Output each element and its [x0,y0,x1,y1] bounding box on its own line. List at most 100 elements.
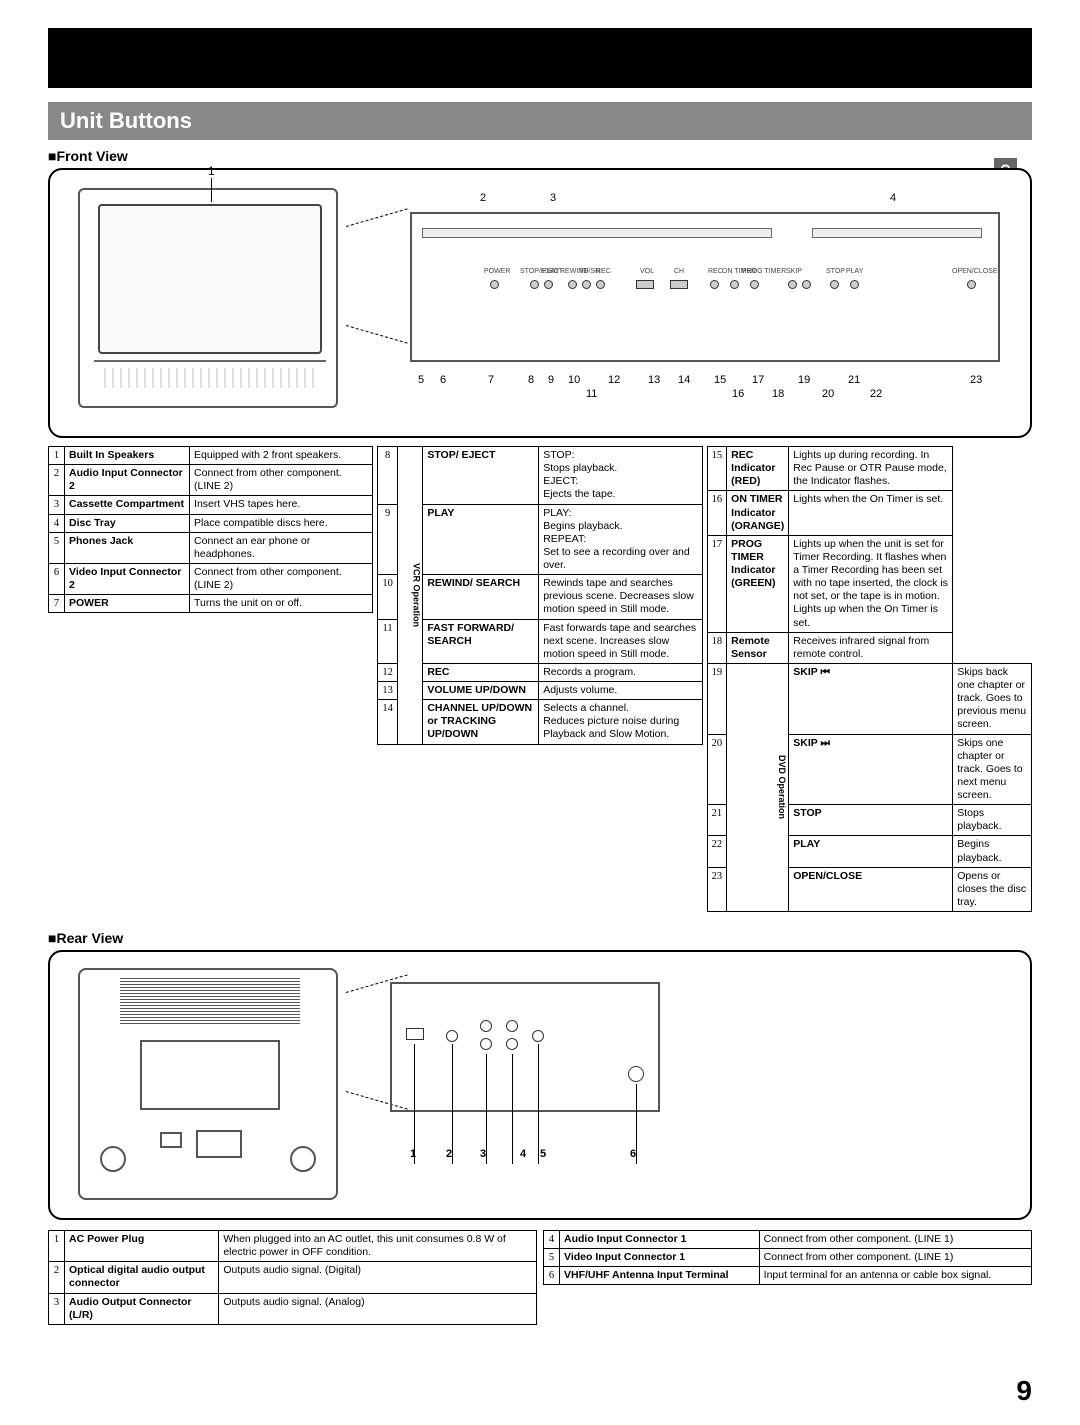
front-tables: 1 Built In Speakers Equipped with 2 fron… [48,446,1032,912]
table-num: 21 [707,805,727,836]
rear-heading: ■Rear View [48,930,1080,946]
table-desc: Connect from other component. (LINE 2) [190,563,373,594]
table-num: 17 [707,535,727,632]
callout: 1 [410,1148,416,1160]
table-desc: Skips back one chapter or track. Goes to… [953,663,1032,734]
front-table-left: 1 Built In Speakers Equipped with 2 fron… [48,446,373,613]
table-name: FAST FORWARD/ SEARCH [423,619,539,663]
panel-lbl: REC [596,268,611,275]
table-name: Remote Sensor [727,632,789,663]
table-desc: Lights up during recording. In Rec Pause… [789,447,953,491]
callout: 2 [446,1148,452,1160]
front-heading-text: Front View [56,148,127,164]
table-num: 3 [49,496,65,514]
panel-lbl: OPEN/CLOSE [952,268,998,275]
panel-lbl: POWER [484,268,510,275]
table-name: Disc Tray [65,514,190,532]
table-name: POWER [65,595,190,613]
panel-lbl: SKIP [786,268,802,275]
table-name: Built In Speakers [65,447,190,465]
table-num: 5 [49,532,65,563]
callout: 10 [568,374,580,386]
table-num: 7 [49,595,65,613]
table-name: REC [423,663,539,681]
callout: 6 [630,1148,636,1160]
table-num: 4 [544,1231,560,1249]
callout: 14 [678,374,690,386]
table-num: 1 [49,447,65,465]
table-desc: Turns the unit on or off. [190,595,373,613]
table-desc: Outputs audio signal. (Digital) [219,1262,537,1293]
callout: 19 [798,374,810,386]
table-name: VHF/UHF Antenna Input Terminal [560,1267,760,1285]
table-desc: Outputs audio signal. (Analog) [219,1293,537,1324]
table-num: 8 [378,447,398,505]
table-num: 2 [49,465,65,496]
table-desc: Connect an ear phone or headphones. [190,532,373,563]
front-table-right: 15REC Indicator (RED) Lights up during r… [707,446,1032,912]
panel-lbl: PROG TIMER [742,268,786,275]
table-num: 16 [707,491,727,535]
callout: 22 [870,388,882,400]
rear-tables: 1 AC Power Plug When plugged into an AC … [48,1230,1032,1325]
table-desc: Rewinds tape and searches previous scene… [539,575,702,619]
panel-lbl: STOP [826,268,845,275]
table-name: REWIND/ SEARCH [423,575,539,619]
table-desc: STOP:Stops playback.EJECT:Ejects the tap… [539,447,702,505]
table-name: Video Input Connector 1 [560,1249,760,1267]
callout: 6 [440,374,446,386]
table-num: 18 [707,632,727,663]
table-num: 20 [707,734,727,805]
table-desc: Records a program. [539,663,702,681]
callout-2: 2 [480,192,486,204]
table-num: 2 [49,1262,65,1293]
panel-lbl: REC [708,268,723,275]
table-num: 23 [707,867,727,911]
callout-4: 4 [890,192,896,204]
callout: 15 [714,374,726,386]
table-name: VOLUME UP/DOWN [423,682,539,700]
table-desc: Fast forwards tape and searches next sce… [539,619,702,663]
vcr-label: VCR Operation [397,447,423,745]
panel-lbl: PLAY [542,268,559,275]
section-title: Unit Buttons [48,102,1032,140]
callout-3: 3 [550,192,556,204]
table-desc: Receives infrared signal from remote con… [789,632,953,663]
control-panel: POWER STOP/EJECT PLAY REWIND FF/SR REC V… [410,212,1000,362]
callout: 5 [418,374,424,386]
table-desc: Place compatible discs here. [190,514,373,532]
table-desc: Connect from other component. (LINE 2) [190,465,373,496]
callout: 8 [528,374,534,386]
callout: 7 [488,374,494,386]
table-name: STOP/ EJECT [423,447,539,505]
panel-lbl: CH [674,268,684,275]
table-name: Audio Output Connector (L/R) [65,1293,219,1324]
table-num: 19 [707,663,727,734]
table-desc: Connect from other component. (LINE 1) [759,1231,1031,1249]
table-desc: Lights when the On Timer is set. [789,491,953,535]
callout: 12 [608,374,620,386]
table-num: 10 [378,575,398,619]
table-name: SKIP ⏮ [789,663,953,734]
table-name: SKIP ⏭ [789,734,953,805]
table-name: Audio Input Connector 2 [65,465,190,496]
callout-1: 1 [208,164,215,178]
callout: 16 [732,388,744,400]
table-num: 3 [49,1293,65,1324]
table-name: ON TIMER Indicator (ORANGE) [727,491,789,535]
table-num: 1 [49,1231,65,1262]
header-black-bar [48,28,1032,88]
table-num: 4 [49,514,65,532]
table-num: 13 [378,682,398,700]
table-desc: Input terminal for an antenna or cable b… [759,1267,1031,1285]
table-name: PLAY [423,504,539,575]
table-name: Optical digital audio output connector [65,1262,219,1293]
tv-front: 1 [78,188,338,408]
table-num: 5 [544,1249,560,1267]
table-name: Phones Jack [65,532,190,563]
front-diagram: 1 2 3 4 POWER STOP/EJ [48,168,1032,438]
table-name: REC Indicator (RED) [727,447,789,491]
callout: 23 [970,374,982,386]
table-num: 15 [707,447,727,491]
table-desc: Opens or closes the disc tray. [953,867,1032,911]
